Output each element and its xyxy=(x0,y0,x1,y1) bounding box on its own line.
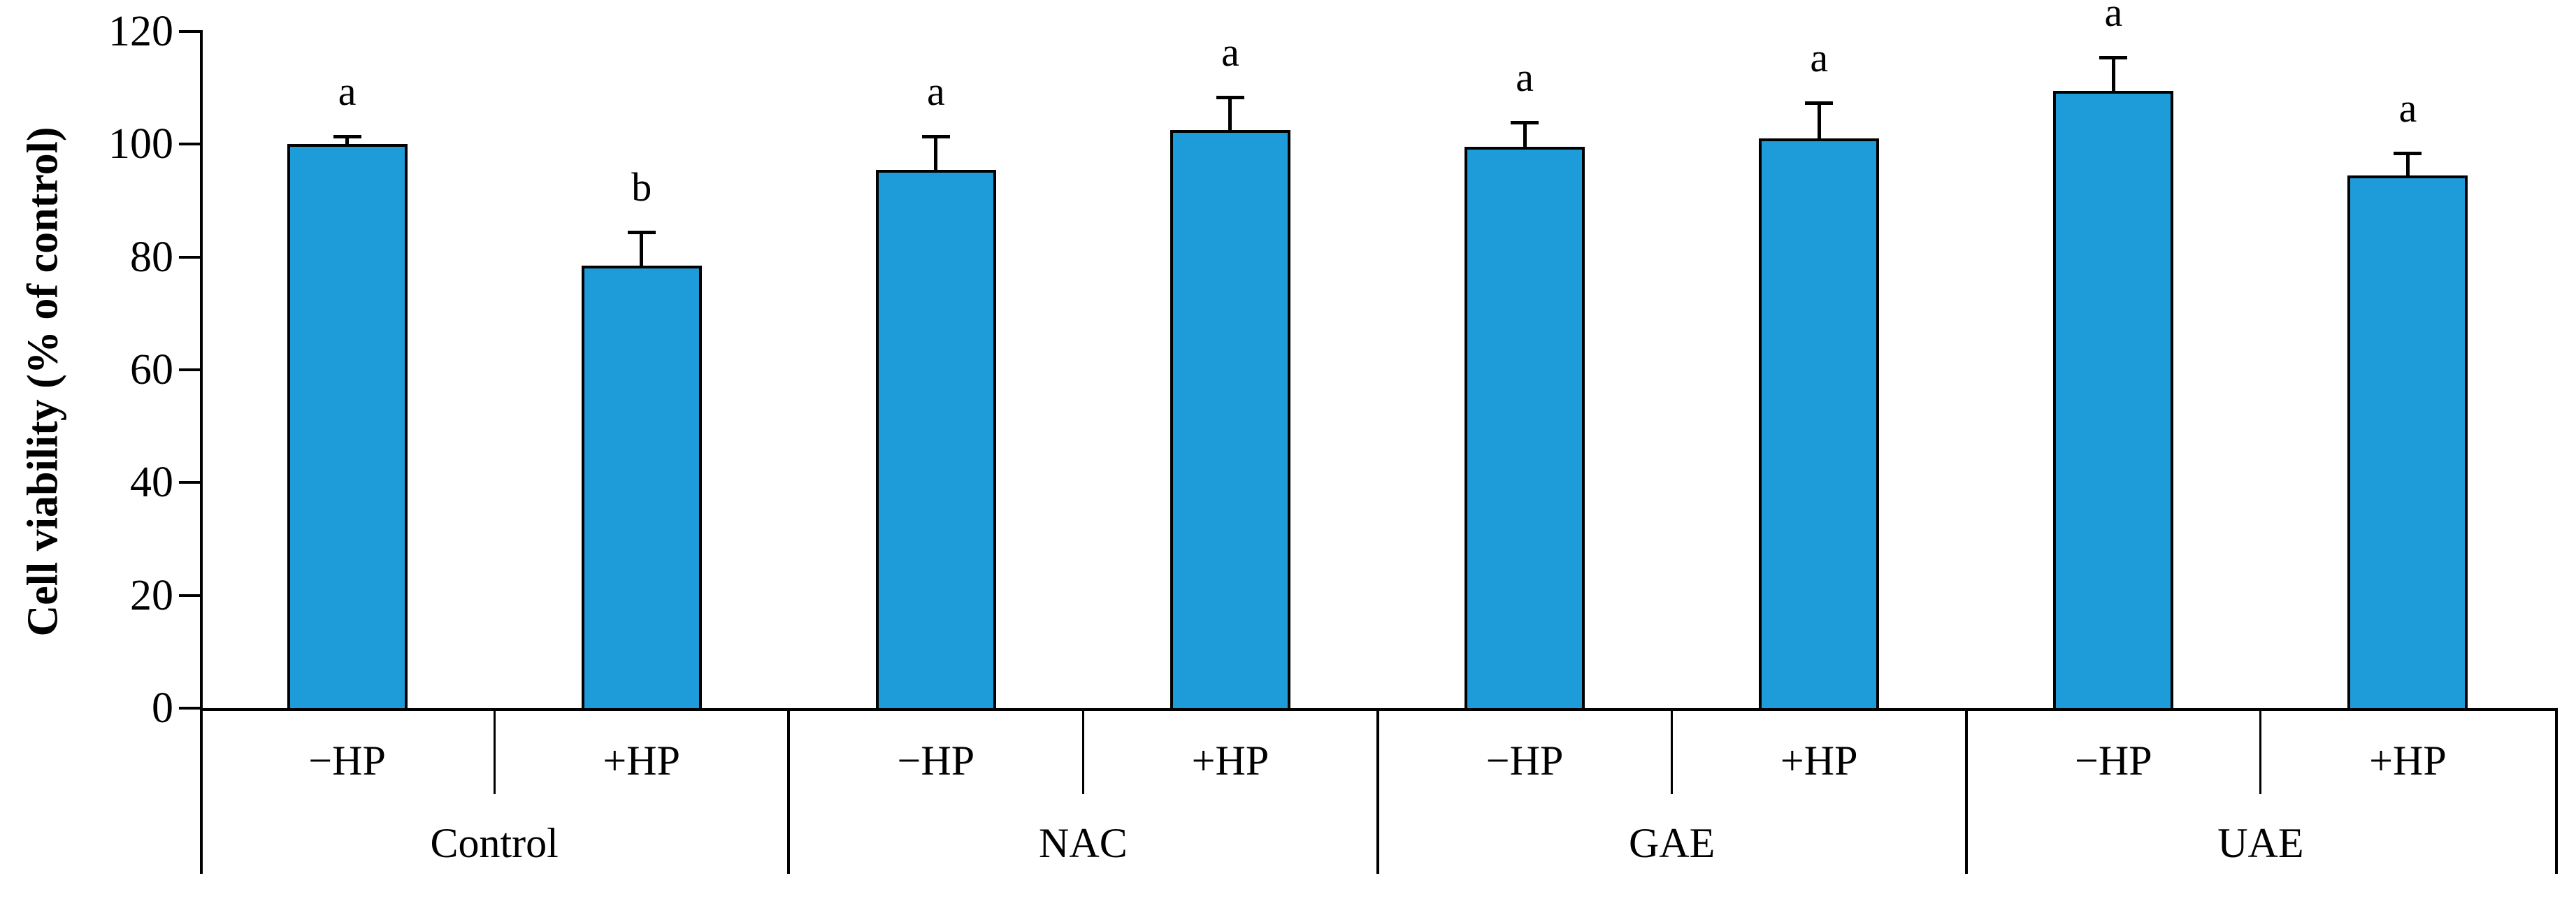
significance-letter: a xyxy=(2398,85,2417,131)
x-sublabel-minus-hp: −HP xyxy=(308,738,386,784)
y-tick-label: 60 xyxy=(130,346,173,394)
group-separator xyxy=(1964,708,1968,874)
error-bar-stem xyxy=(1817,101,1821,139)
error-bar-cap xyxy=(627,231,656,235)
significance-letter: b xyxy=(631,164,652,210)
y-tick-label: 40 xyxy=(130,459,173,507)
y-tick-label: 80 xyxy=(130,233,173,281)
y-tick-mark xyxy=(179,594,200,597)
error-bar-cap xyxy=(1805,101,1834,105)
error-bar-cap xyxy=(333,135,361,139)
subgroup-separator xyxy=(493,708,496,794)
y-tick-mark xyxy=(179,481,200,484)
bar-uae-plus-hp xyxy=(2347,175,2468,711)
group-separator xyxy=(2555,708,2558,874)
x-group-label-nac: NAC xyxy=(1039,820,1128,866)
y-tick-mark xyxy=(179,255,200,259)
group-separator xyxy=(1376,708,1379,874)
bar-nac-minus-hp xyxy=(875,169,996,711)
x-group-label-control: Control xyxy=(430,820,559,866)
y-tick-mark xyxy=(179,368,200,371)
x-sublabel-minus-hp: −HP xyxy=(1485,738,1564,784)
error-bar-stem xyxy=(2405,152,2410,175)
bar-control-plus-hp xyxy=(581,265,702,711)
error-bar-cap xyxy=(921,135,950,139)
significance-letter: a xyxy=(1516,55,1534,101)
y-tick-label: 0 xyxy=(152,684,173,732)
error-bar-cap xyxy=(2394,152,2422,156)
x-sublabel-minus-hp: −HP xyxy=(2075,738,2152,784)
error-bar-stem xyxy=(345,136,350,145)
y-axis-line xyxy=(200,30,203,874)
x-group-label-uae: UAE xyxy=(2217,820,2304,866)
bar-control-minus-hp xyxy=(287,144,408,711)
x-group-label-gae: GAE xyxy=(1628,820,1715,866)
bar-gae-minus-hp xyxy=(1465,147,1585,711)
significance-letter: a xyxy=(1221,29,1239,75)
subgroup-separator xyxy=(2259,708,2262,794)
x-sublabel-plus-hp: +HP xyxy=(1780,738,1858,784)
error-bar-stem xyxy=(2111,57,2115,91)
x-sublabel-plus-hp: +HP xyxy=(603,738,680,784)
error-bar-stem xyxy=(1523,122,1527,148)
y-tick-label: 120 xyxy=(108,8,173,55)
significance-letter: a xyxy=(2104,0,2123,36)
significance-letter: a xyxy=(338,69,357,115)
group-separator xyxy=(787,708,791,874)
y-tick-mark xyxy=(179,707,200,710)
x-sublabel-plus-hp: +HP xyxy=(1191,738,1269,784)
error-bar-stem xyxy=(1228,96,1232,131)
y-tick-label: 100 xyxy=(108,120,173,168)
significance-letter: a xyxy=(1810,34,1829,80)
error-bar-cap xyxy=(2099,56,2128,60)
x-sublabel-minus-hp: −HP xyxy=(897,738,975,784)
bar-uae-minus-hp xyxy=(2053,90,2174,711)
subgroup-separator xyxy=(1081,708,1084,794)
error-bar-stem xyxy=(934,136,938,170)
y-tick-mark xyxy=(179,143,200,146)
significance-letter: a xyxy=(926,69,945,115)
y-tick-mark xyxy=(179,30,200,33)
bar-nac-plus-hp xyxy=(1170,130,1290,711)
y-tick-label: 20 xyxy=(130,571,173,619)
bar-gae-plus-hp xyxy=(1759,138,1880,711)
subgroup-separator xyxy=(1671,708,1674,794)
x-sublabel-plus-hp: +HP xyxy=(2369,738,2447,784)
x-axis-line xyxy=(200,708,2558,711)
error-bar-stem xyxy=(640,231,644,266)
error-bar-cap xyxy=(1511,121,1539,125)
error-bar-cap xyxy=(1216,95,1244,99)
